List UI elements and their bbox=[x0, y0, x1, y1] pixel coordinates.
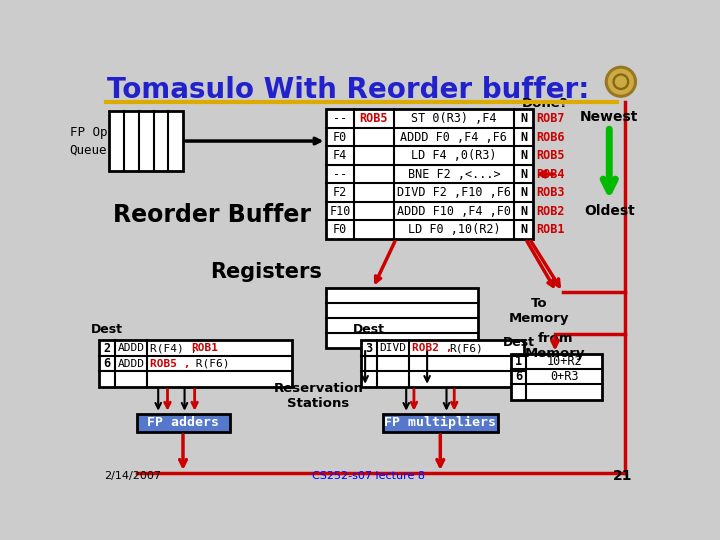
Text: ROB7: ROB7 bbox=[536, 112, 565, 125]
Text: Reservation
Stations: Reservation Stations bbox=[274, 382, 364, 410]
Text: Reorder Buffer: Reorder Buffer bbox=[113, 203, 311, 227]
Bar bbox=[99, 340, 292, 372]
Bar bbox=[383, 414, 498, 432]
Text: ST 0(R3) ,F4: ST 0(R3) ,F4 bbox=[411, 112, 497, 125]
Text: F0: F0 bbox=[333, 223, 347, 236]
Text: FP Op: FP Op bbox=[70, 125, 107, 139]
Bar bbox=[137, 414, 230, 432]
Text: 2/14/2007: 2/14/2007 bbox=[104, 471, 161, 481]
Text: Dest: Dest bbox=[353, 323, 385, 336]
Circle shape bbox=[606, 66, 636, 97]
Text: N: N bbox=[520, 223, 527, 236]
Text: Registers: Registers bbox=[211, 262, 323, 282]
Text: N: N bbox=[520, 167, 527, 181]
Text: To
Memory: To Memory bbox=[509, 297, 570, 325]
Bar bbox=[326, 110, 534, 239]
Text: 21: 21 bbox=[613, 469, 632, 483]
Text: F10: F10 bbox=[329, 205, 351, 218]
Text: ROB6: ROB6 bbox=[536, 131, 565, 144]
Text: ROB5 ,: ROB5 , bbox=[150, 359, 191, 369]
Text: ADDD F10 ,F4 ,F0: ADDD F10 ,F4 ,F0 bbox=[397, 205, 511, 218]
Bar bbox=[510, 354, 602, 400]
Text: Tomasulo With Reorder buffer:: Tomasulo With Reorder buffer: bbox=[107, 76, 590, 104]
Text: DIVD F2 ,F10 ,F6: DIVD F2 ,F10 ,F6 bbox=[397, 186, 511, 199]
Text: R(F6): R(F6) bbox=[449, 343, 483, 353]
Text: ROB1: ROB1 bbox=[191, 343, 217, 353]
Text: DIVD: DIVD bbox=[379, 343, 407, 353]
Text: LD F4 ,0(R3): LD F4 ,0(R3) bbox=[411, 149, 497, 162]
Text: --: -- bbox=[333, 167, 347, 181]
Text: R(F4) ,: R(F4) , bbox=[150, 343, 198, 353]
Text: Queue: Queue bbox=[70, 144, 107, 157]
Text: N: N bbox=[520, 186, 527, 199]
Text: ROB1: ROB1 bbox=[536, 223, 565, 236]
Text: Oldest: Oldest bbox=[584, 204, 634, 218]
Text: Dest: Dest bbox=[91, 323, 123, 336]
Bar bbox=[326, 288, 477, 348]
Text: CS252-s07 lecture 8: CS252-s07 lecture 8 bbox=[312, 471, 426, 481]
Text: FP multipliers: FP multipliers bbox=[384, 416, 496, 429]
Text: from
Memory: from Memory bbox=[525, 332, 585, 360]
Text: ADDD F0 ,F4 ,F6: ADDD F0 ,F4 ,F6 bbox=[400, 131, 508, 144]
Text: Dest: Dest bbox=[503, 336, 534, 349]
Text: ROB5: ROB5 bbox=[359, 112, 388, 125]
Text: F4: F4 bbox=[333, 149, 347, 162]
Text: Done?: Done? bbox=[522, 97, 568, 110]
Text: Newest: Newest bbox=[580, 110, 639, 124]
Text: BNE F2 ,<...>: BNE F2 ,<...> bbox=[408, 167, 500, 181]
Text: ROB5: ROB5 bbox=[536, 149, 565, 162]
Text: F0: F0 bbox=[333, 131, 347, 144]
Text: N: N bbox=[520, 149, 527, 162]
Text: ROB4: ROB4 bbox=[536, 167, 565, 181]
Bar bbox=[99, 340, 292, 387]
Text: N: N bbox=[520, 112, 527, 125]
Text: N: N bbox=[520, 205, 527, 218]
Text: 2: 2 bbox=[104, 342, 111, 355]
Text: FP adders: FP adders bbox=[147, 416, 219, 429]
Bar bbox=[109, 111, 183, 171]
Text: LD F0 ,10(R2): LD F0 ,10(R2) bbox=[408, 223, 500, 236]
Bar bbox=[361, 340, 524, 356]
Circle shape bbox=[608, 70, 634, 94]
Circle shape bbox=[616, 76, 626, 87]
Text: R(F6): R(F6) bbox=[189, 359, 230, 369]
Text: N: N bbox=[520, 131, 527, 144]
Text: 1: 1 bbox=[515, 355, 522, 368]
Circle shape bbox=[613, 74, 629, 90]
Text: ADDD: ADDD bbox=[117, 343, 145, 353]
Text: ADDD: ADDD bbox=[117, 359, 145, 369]
Text: --: -- bbox=[333, 112, 347, 125]
Text: ROB2: ROB2 bbox=[536, 205, 565, 218]
Text: F2: F2 bbox=[333, 186, 347, 199]
Text: 6: 6 bbox=[104, 357, 111, 370]
Bar bbox=[361, 340, 524, 387]
Text: 6: 6 bbox=[515, 370, 522, 383]
Text: ROB3: ROB3 bbox=[536, 186, 565, 199]
Text: 3: 3 bbox=[366, 342, 372, 355]
Text: ROB2 ,: ROB2 , bbox=[413, 343, 453, 353]
Text: 0+R3: 0+R3 bbox=[550, 370, 579, 383]
Bar bbox=[510, 354, 602, 384]
Text: 10+R2: 10+R2 bbox=[546, 355, 582, 368]
